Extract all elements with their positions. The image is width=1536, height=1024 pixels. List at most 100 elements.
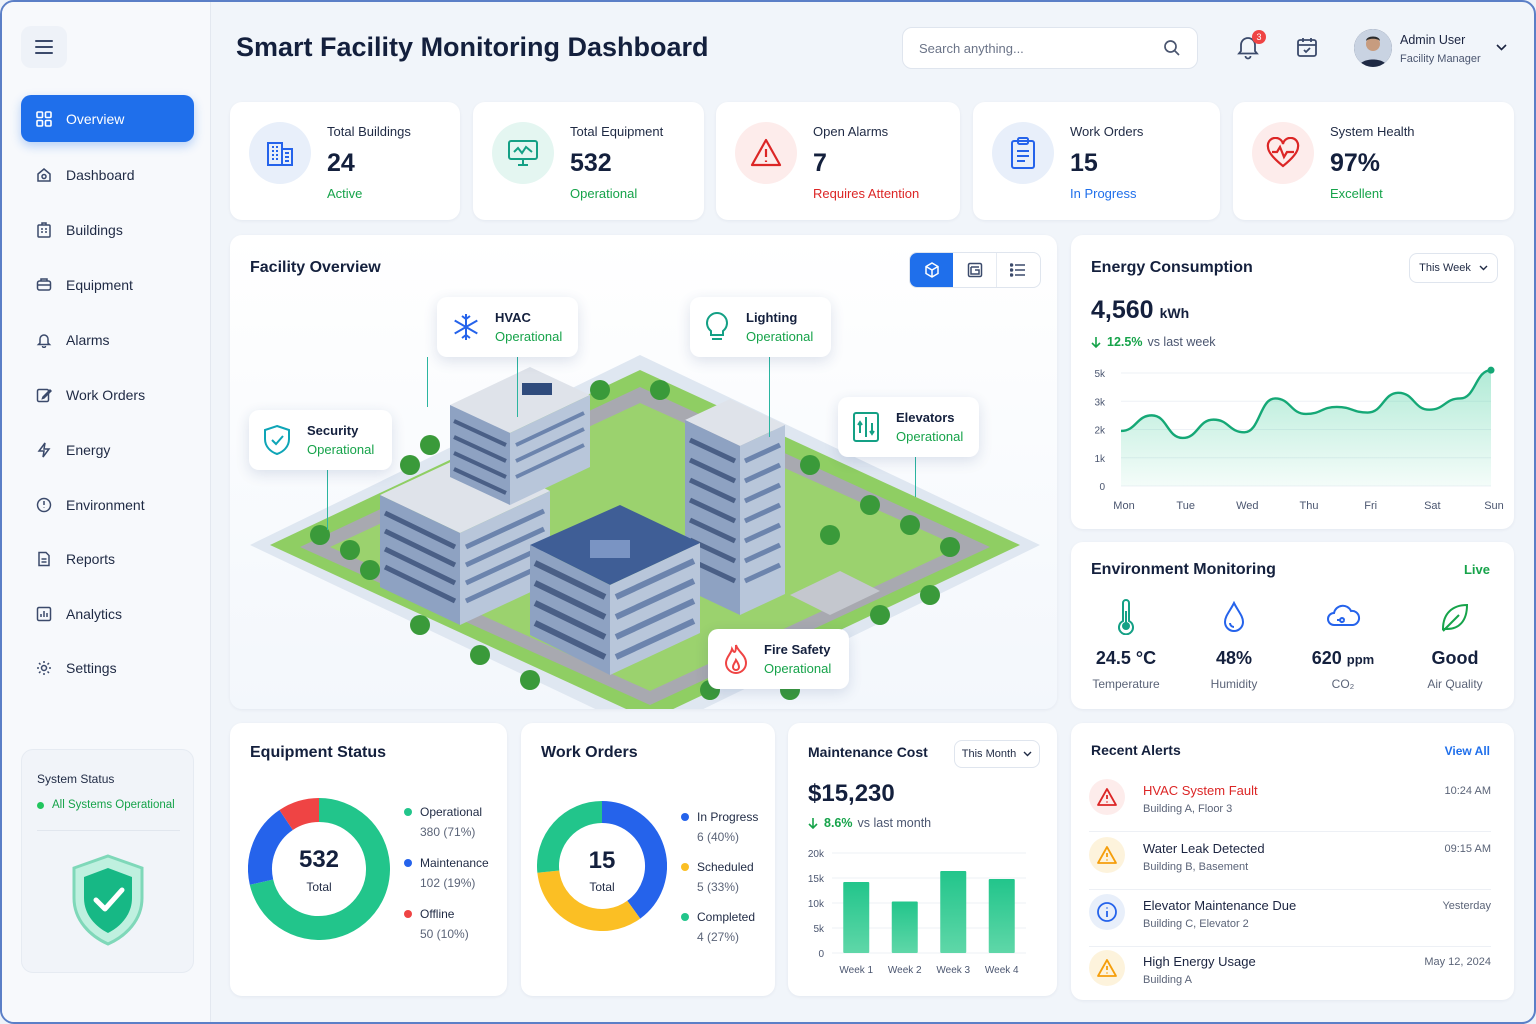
x-tick-label: Thu bbox=[1300, 500, 1319, 512]
equipment-donut-chart bbox=[248, 798, 390, 940]
avatar[interactable] bbox=[1354, 29, 1392, 67]
x-tick-label: Mon bbox=[1113, 500, 1134, 512]
legend-dot bbox=[404, 808, 412, 816]
bar bbox=[988, 879, 1015, 953]
sidebar-item-buildings[interactable]: Buildings bbox=[21, 206, 194, 253]
donut-slice bbox=[601, 801, 667, 919]
sidebar-item-label: Reports bbox=[66, 550, 116, 567]
kpi-total-buildings[interactable]: Total Buildings 24 Active bbox=[230, 102, 460, 220]
tag-hvac[interactable]: HVAC Operational bbox=[437, 297, 578, 357]
tag-security[interactable]: Security Operational bbox=[249, 410, 392, 470]
warning-icon bbox=[1089, 837, 1125, 873]
donut-slice bbox=[279, 798, 320, 831]
legend-name: Scheduled bbox=[697, 860, 754, 874]
chevron-down-icon[interactable] bbox=[1496, 44, 1507, 51]
kpi-sub: Excellent bbox=[1330, 186, 1383, 201]
alert-item[interactable]: Elevator Maintenance Due Building C, Ele… bbox=[1089, 890, 1491, 947]
legend-dot bbox=[404, 910, 412, 918]
leaf-icon bbox=[1441, 603, 1469, 632]
sidebar-item-label: Alarms bbox=[66, 331, 110, 348]
tag-name: Security bbox=[307, 423, 359, 438]
equipment-status-title: Equipment Status bbox=[250, 744, 387, 761]
info-icon bbox=[1089, 894, 1125, 930]
chevron-down-icon bbox=[1023, 751, 1032, 757]
legend-dot bbox=[404, 859, 412, 867]
notifications-button[interactable]: 3 bbox=[1236, 30, 1266, 62]
view-map-button[interactable] bbox=[953, 253, 997, 287]
sidebar-item-alarms[interactable]: Alarms bbox=[21, 316, 194, 363]
tag-elevators[interactable]: Elevators Operational bbox=[838, 397, 979, 457]
env-humidity: 48% Humidity bbox=[1179, 599, 1289, 691]
view-list-button[interactable] bbox=[997, 253, 1040, 287]
cloud-icon bbox=[1327, 604, 1361, 626]
water-drop-icon bbox=[1223, 600, 1245, 632]
alert-sub: Building A, Floor 3 bbox=[1143, 803, 1233, 815]
kpi-sub: Operational bbox=[570, 186, 638, 201]
calendar-button[interactable] bbox=[1296, 36, 1318, 63]
alert-item[interactable]: HVAC System Fault Building A, Floor 3 10… bbox=[1089, 775, 1491, 832]
x-tick-label: Sat bbox=[1424, 500, 1441, 512]
arrow-down-icon bbox=[1091, 337, 1101, 348]
sidebar-item-reports[interactable]: Reports bbox=[21, 535, 194, 582]
tag-fire-safety[interactable]: Fire Safety Operational bbox=[708, 629, 849, 689]
callout-line bbox=[327, 470, 328, 530]
kpi-sub: Requires Attention bbox=[813, 186, 920, 201]
sidebar-item-label: Settings bbox=[66, 659, 117, 676]
notification-badge: 3 bbox=[1252, 30, 1266, 44]
energy-change-text: vs last week bbox=[1147, 335, 1216, 349]
energy-area-chart: 0 1k 2k 3k 5k Mon Tue Wed Thu Fri Sat Sun bbox=[1094, 366, 1504, 512]
sidebar-item-label: Buildings bbox=[66, 221, 123, 238]
menu-toggle-button[interactable] bbox=[21, 26, 67, 68]
legend-dot bbox=[681, 863, 689, 871]
hamburger-icon bbox=[35, 40, 53, 54]
env-label: Air Quality bbox=[1427, 677, 1483, 691]
building-icon bbox=[35, 221, 53, 239]
env-value: 24.5 bbox=[1095, 648, 1131, 668]
x-tick-label: Week 4 bbox=[985, 965, 1019, 976]
bell-icon bbox=[35, 331, 53, 349]
y-tick-label: 1k bbox=[1094, 454, 1106, 465]
alert-item[interactable]: Water Leak Detected Building B, Basement… bbox=[1089, 833, 1491, 890]
env-co2: 620 ppm CO₂ bbox=[1288, 599, 1398, 691]
tag-lighting[interactable]: Lighting Operational bbox=[690, 297, 831, 357]
callout-line bbox=[517, 357, 518, 417]
callout-line bbox=[915, 457, 916, 497]
kpi-value: 532 bbox=[570, 149, 612, 177]
equipment-icon bbox=[35, 276, 53, 294]
view-all-link[interactable]: View All bbox=[1444, 744, 1490, 758]
energy-value: 4,560 bbox=[1091, 296, 1154, 324]
legend-dot bbox=[681, 913, 689, 921]
view-3d-button[interactable] bbox=[910, 253, 954, 287]
search-input[interactable]: Search anything... bbox=[902, 27, 1198, 69]
donut-slice bbox=[537, 869, 641, 931]
work-orders-title: Work Orders bbox=[541, 744, 638, 761]
legend-detail: 6 (40%) bbox=[697, 830, 740, 844]
sidebar-item-analytics[interactable]: Analytics bbox=[21, 590, 194, 637]
y-tick-label: 0 bbox=[1099, 482, 1105, 493]
kpi-total-equipment[interactable]: Total Equipment 532 Operational bbox=[473, 102, 704, 220]
sidebar-item-settings[interactable]: Settings bbox=[21, 644, 194, 691]
sidebar-item-energy[interactable]: Energy bbox=[21, 426, 194, 473]
recent-alerts-card: Recent Alerts View All HVAC System Fault… bbox=[1071, 723, 1514, 1000]
sidebar-item-overview[interactable]: Overview bbox=[21, 95, 194, 142]
sidebar-item-dashboard[interactable]: Dashboard bbox=[21, 151, 194, 198]
sidebar-item-work-orders[interactable]: Work Orders bbox=[21, 371, 194, 418]
sidebar-item-environment[interactable]: Environment bbox=[21, 481, 194, 528]
x-tick-label: Week 2 bbox=[888, 965, 922, 976]
kpi-open-alarms[interactable]: Open Alarms 7 Requires Attention bbox=[716, 102, 960, 220]
status-dot bbox=[37, 801, 44, 809]
energy-range-select[interactable]: This Week bbox=[1409, 253, 1498, 283]
gear-icon bbox=[35, 659, 53, 677]
alert-item[interactable]: High Energy Usage Building A May 12, 202… bbox=[1089, 946, 1491, 1003]
kpi-work-orders[interactable]: Work Orders 15 In Progress bbox=[973, 102, 1220, 220]
env-unit: ppm bbox=[1346, 652, 1375, 667]
legend-name: Completed bbox=[697, 910, 756, 924]
lightbulb-icon bbox=[706, 311, 728, 340]
maintenance-range-select[interactable]: This Month bbox=[954, 740, 1040, 768]
kpi-system-health[interactable]: System Health 97% Excellent bbox=[1233, 102, 1514, 220]
y-tick-label: 3k bbox=[1094, 397, 1106, 408]
view-toggle bbox=[909, 252, 1041, 288]
legend-detail: 380 (71%) bbox=[420, 825, 476, 839]
legend-dot bbox=[681, 813, 689, 821]
sidebar-item-equipment[interactable]: Equipment bbox=[21, 261, 194, 308]
